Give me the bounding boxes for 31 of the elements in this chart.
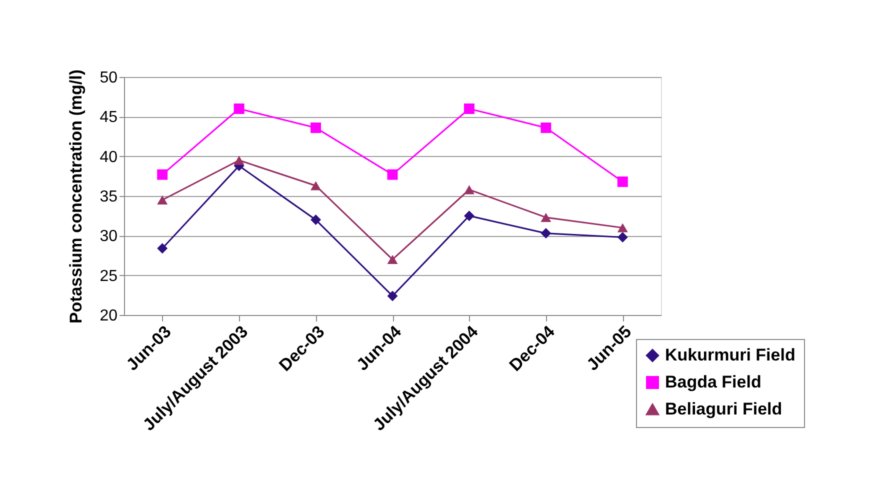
point [464,185,474,194]
point [157,195,168,205]
point [464,103,474,114]
legend-label: Beliaguri Field [665,400,782,418]
point [617,223,628,232]
point [234,103,244,114]
legend-label: Kukurmuri Field [665,346,796,364]
point [310,181,322,190]
y-tick-label: 40 [100,148,118,166]
y-tick-label: 50 [100,70,118,86]
point [540,228,552,239]
point [157,169,168,180]
point [387,169,398,180]
point [157,243,168,254]
y-tick-label: 20 [100,308,118,324]
y-tick-label: 30 [100,228,118,246]
point [310,214,322,226]
point [617,232,628,242]
point [234,156,244,165]
point [540,122,552,134]
y-tick-label: 45 [100,109,118,126]
point [617,176,628,187]
y-tick-label: 25 [100,268,118,285]
legend-label: Bagda Field [665,372,762,392]
y-axis-title: Potassium concentration (mg/l) [66,69,86,324]
y-tick-label: 35 [100,188,118,206]
point [387,290,398,302]
point [387,254,398,264]
point [540,212,552,222]
point [464,210,474,222]
point [310,122,322,134]
